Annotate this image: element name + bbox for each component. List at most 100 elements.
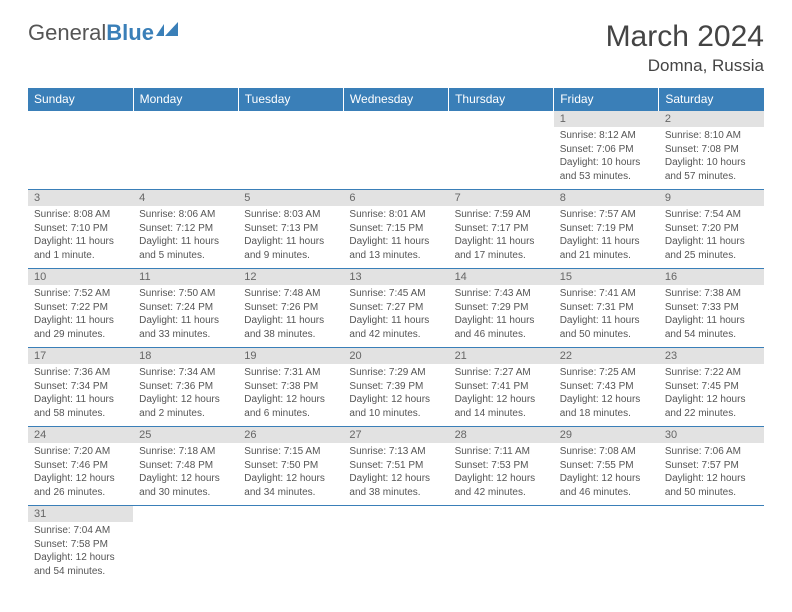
- dayhdr-mon: Monday: [133, 88, 238, 111]
- sunrise-text: Sunrise: 8:12 AM: [560, 129, 653, 143]
- daylight-text: Daylight: 11 hours and 1 minute.: [34, 235, 127, 262]
- day-number-cell: 17: [28, 348, 133, 365]
- sunrise-text: Sunrise: 7:36 AM: [34, 366, 127, 380]
- sunset-text: Sunset: 7:45 PM: [665, 380, 758, 394]
- day-number-cell: 26: [238, 427, 343, 444]
- sunrise-text: Sunrise: 8:01 AM: [349, 208, 442, 222]
- day-number-cell: [28, 111, 133, 128]
- day-number-cell: 20: [343, 348, 448, 365]
- day-number-cell: 22: [554, 348, 659, 365]
- day-number-row: 17181920212223: [28, 348, 764, 365]
- day-number-cell: 4: [133, 190, 238, 207]
- day-content-cell: Sunrise: 7:20 AMSunset: 7:46 PMDaylight:…: [28, 443, 133, 506]
- day-content-cell: Sunrise: 8:08 AMSunset: 7:10 PMDaylight:…: [28, 206, 133, 269]
- day-content-cell: Sunrise: 7:18 AMSunset: 7:48 PMDaylight:…: [133, 443, 238, 506]
- sunrise-text: Sunrise: 7:29 AM: [349, 366, 442, 380]
- day-content-cell: Sunrise: 8:06 AMSunset: 7:12 PMDaylight:…: [133, 206, 238, 269]
- sunset-text: Sunset: 7:13 PM: [244, 222, 337, 236]
- day-number-cell: [659, 506, 764, 523]
- dayhdr-tue: Tuesday: [238, 88, 343, 111]
- month-title: March 2024: [606, 20, 764, 54]
- sunset-text: Sunset: 7:19 PM: [560, 222, 653, 236]
- day-number-cell: [343, 506, 448, 523]
- day-content-cell: Sunrise: 8:03 AMSunset: 7:13 PMDaylight:…: [238, 206, 343, 269]
- dayhdr-thu: Thursday: [449, 88, 554, 111]
- dayhdr-wed: Wednesday: [343, 88, 448, 111]
- sunset-text: Sunset: 7:08 PM: [665, 143, 758, 157]
- day-number-cell: 3: [28, 190, 133, 207]
- logo-text2: Blue: [106, 20, 154, 46]
- daylight-text: Daylight: 12 hours and 30 minutes.: [139, 472, 232, 499]
- sunrise-text: Sunrise: 8:10 AM: [665, 129, 758, 143]
- day-number-cell: 1: [554, 111, 659, 128]
- day-content-cell: Sunrise: 7:54 AMSunset: 7:20 PMDaylight:…: [659, 206, 764, 269]
- daylight-text: Daylight: 11 hours and 42 minutes.: [349, 314, 442, 341]
- sunset-text: Sunset: 7:17 PM: [455, 222, 548, 236]
- daylight-text: Daylight: 12 hours and 42 minutes.: [455, 472, 548, 499]
- day-number-cell: 11: [133, 269, 238, 286]
- sunrise-text: Sunrise: 7:38 AM: [665, 287, 758, 301]
- day-content-cell: Sunrise: 7:04 AMSunset: 7:58 PMDaylight:…: [28, 522, 133, 584]
- day-content-cell: [28, 127, 133, 190]
- day-content-row: Sunrise: 7:04 AMSunset: 7:58 PMDaylight:…: [28, 522, 764, 584]
- day-number-cell: 18: [133, 348, 238, 365]
- day-number-cell: 21: [449, 348, 554, 365]
- sunset-text: Sunset: 7:43 PM: [560, 380, 653, 394]
- logo: GeneralBlue: [28, 20, 182, 46]
- day-content-row: Sunrise: 7:20 AMSunset: 7:46 PMDaylight:…: [28, 443, 764, 506]
- day-number-cell: [554, 506, 659, 523]
- sunrise-text: Sunrise: 7:34 AM: [139, 366, 232, 380]
- sunset-text: Sunset: 7:38 PM: [244, 380, 337, 394]
- day-number-cell: 13: [343, 269, 448, 286]
- logo-text1: General: [28, 20, 106, 46]
- daylight-text: Daylight: 12 hours and 2 minutes.: [139, 393, 232, 420]
- day-content-row: Sunrise: 7:52 AMSunset: 7:22 PMDaylight:…: [28, 285, 764, 348]
- day-content-cell: Sunrise: 7:06 AMSunset: 7:57 PMDaylight:…: [659, 443, 764, 506]
- daylight-text: Daylight: 11 hours and 29 minutes.: [34, 314, 127, 341]
- sunset-text: Sunset: 7:55 PM: [560, 459, 653, 473]
- sunrise-text: Sunrise: 7:31 AM: [244, 366, 337, 380]
- sunrise-text: Sunrise: 7:59 AM: [455, 208, 548, 222]
- day-content-cell: Sunrise: 8:01 AMSunset: 7:15 PMDaylight:…: [343, 206, 448, 269]
- sunrise-text: Sunrise: 7:22 AM: [665, 366, 758, 380]
- sunrise-text: Sunrise: 8:03 AM: [244, 208, 337, 222]
- day-number-cell: 6: [343, 190, 448, 207]
- day-content-cell: [554, 522, 659, 584]
- day-content-cell: Sunrise: 8:10 AMSunset: 7:08 PMDaylight:…: [659, 127, 764, 190]
- day-content-cell: Sunrise: 7:45 AMSunset: 7:27 PMDaylight:…: [343, 285, 448, 348]
- sunrise-text: Sunrise: 7:15 AM: [244, 445, 337, 459]
- sunset-text: Sunset: 7:10 PM: [34, 222, 127, 236]
- day-number-row: 10111213141516: [28, 269, 764, 286]
- day-content-cell: [238, 127, 343, 190]
- daylight-text: Daylight: 10 hours and 57 minutes.: [665, 156, 758, 183]
- day-number-cell: 28: [449, 427, 554, 444]
- daylight-text: Daylight: 12 hours and 38 minutes.: [349, 472, 442, 499]
- daylight-text: Daylight: 12 hours and 22 minutes.: [665, 393, 758, 420]
- sunrise-text: Sunrise: 7:20 AM: [34, 445, 127, 459]
- day-number-cell: 27: [343, 427, 448, 444]
- day-number-cell: 12: [238, 269, 343, 286]
- daylight-text: Daylight: 11 hours and 50 minutes.: [560, 314, 653, 341]
- sunrise-text: Sunrise: 7:27 AM: [455, 366, 548, 380]
- sunrise-text: Sunrise: 7:18 AM: [139, 445, 232, 459]
- sunset-text: Sunset: 7:22 PM: [34, 301, 127, 315]
- day-content-row: Sunrise: 8:08 AMSunset: 7:10 PMDaylight:…: [28, 206, 764, 269]
- day-number-cell: 14: [449, 269, 554, 286]
- day-content-cell: [449, 127, 554, 190]
- sunrise-text: Sunrise: 7:06 AM: [665, 445, 758, 459]
- day-content-cell: [238, 522, 343, 584]
- day-number-cell: 7: [449, 190, 554, 207]
- day-number-cell: [449, 506, 554, 523]
- daylight-text: Daylight: 10 hours and 53 minutes.: [560, 156, 653, 183]
- day-number-row: 24252627282930: [28, 427, 764, 444]
- day-number-row: 3456789: [28, 190, 764, 207]
- dayhdr-sat: Saturday: [659, 88, 764, 111]
- day-content-cell: Sunrise: 7:57 AMSunset: 7:19 PMDaylight:…: [554, 206, 659, 269]
- daylight-text: Daylight: 12 hours and 6 minutes.: [244, 393, 337, 420]
- daylight-text: Daylight: 12 hours and 34 minutes.: [244, 472, 337, 499]
- day-number-cell: [449, 111, 554, 128]
- day-number-cell: 15: [554, 269, 659, 286]
- day-number-cell: 25: [133, 427, 238, 444]
- daylight-text: Daylight: 11 hours and 9 minutes.: [244, 235, 337, 262]
- sunset-text: Sunset: 7:57 PM: [665, 459, 758, 473]
